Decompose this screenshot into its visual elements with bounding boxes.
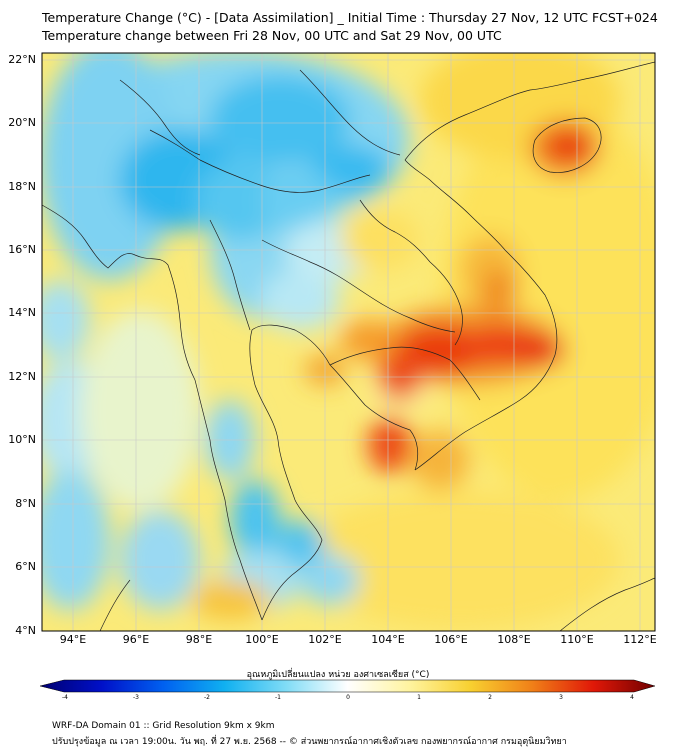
colorbar-tick: -3: [133, 694, 139, 701]
colorbar-tick: -4: [62, 694, 68, 701]
lat-label-10n: 10°N: [8, 433, 36, 446]
lon-label-100e: 100°E: [245, 633, 279, 646]
map-subtitle: Temperature change between Fri 28 Nov, 0…: [42, 28, 502, 43]
colorbar-tick: 1: [417, 694, 421, 701]
colorbar-tick: -2: [204, 694, 210, 701]
footer-credit: ปรับปรุงข้อมูล ณ เวลา 19:00น. วัน พฤ. ที…: [52, 737, 567, 747]
footer-model-info: WRF-DA Domain 01 :: Grid Resolution 9km …: [52, 721, 275, 731]
temperature-field: [42, 53, 655, 631]
lon-label-102e: 102°E: [308, 633, 342, 646]
lon-label-98e: 98°E: [185, 633, 213, 646]
lon-label-108e: 108°E: [497, 633, 531, 646]
colorbar-tick: 3: [559, 694, 563, 701]
lat-label-20n: 20°N: [8, 116, 36, 129]
colorbar-title: อุณหภูมิเปลี่ยนแปลง หน่วย องศาเซลเซียส (…: [246, 670, 430, 680]
lon-label-110e: 110°E: [560, 633, 594, 646]
lat-label-22n: 22°N: [8, 53, 36, 66]
lon-label-94e: 94°E: [59, 633, 87, 646]
lon-label-112e: 112°E: [623, 633, 657, 646]
lat-label-18n: 18°N: [8, 180, 36, 193]
lat-label-4n: 4°N: [15, 624, 36, 637]
colorbar-tick: -1: [275, 694, 281, 701]
coastlines-borders: [42, 61, 655, 631]
lat-label-12n: 12°N: [8, 370, 36, 383]
lat-label-16n: 16°N: [8, 243, 36, 256]
map-frame: [41, 52, 656, 632]
map-title: Temperature Change (°C) - [Data Assimila…: [42, 10, 658, 25]
lon-label-104e: 104°E: [371, 633, 405, 646]
lon-label-106e: 106°E: [434, 633, 468, 646]
colorbar-tick: 0: [346, 694, 350, 701]
lon-label-96e: 96°E: [122, 633, 150, 646]
colorbar-tick: 4: [630, 694, 634, 701]
graticule: [42, 53, 655, 631]
colorbar: [39, 679, 656, 693]
lat-label-6n: 6°N: [15, 560, 36, 573]
colorbar-tick: 2: [488, 694, 492, 701]
lat-label-14n: 14°N: [8, 306, 36, 319]
lat-label-8n: 8°N: [15, 497, 36, 510]
